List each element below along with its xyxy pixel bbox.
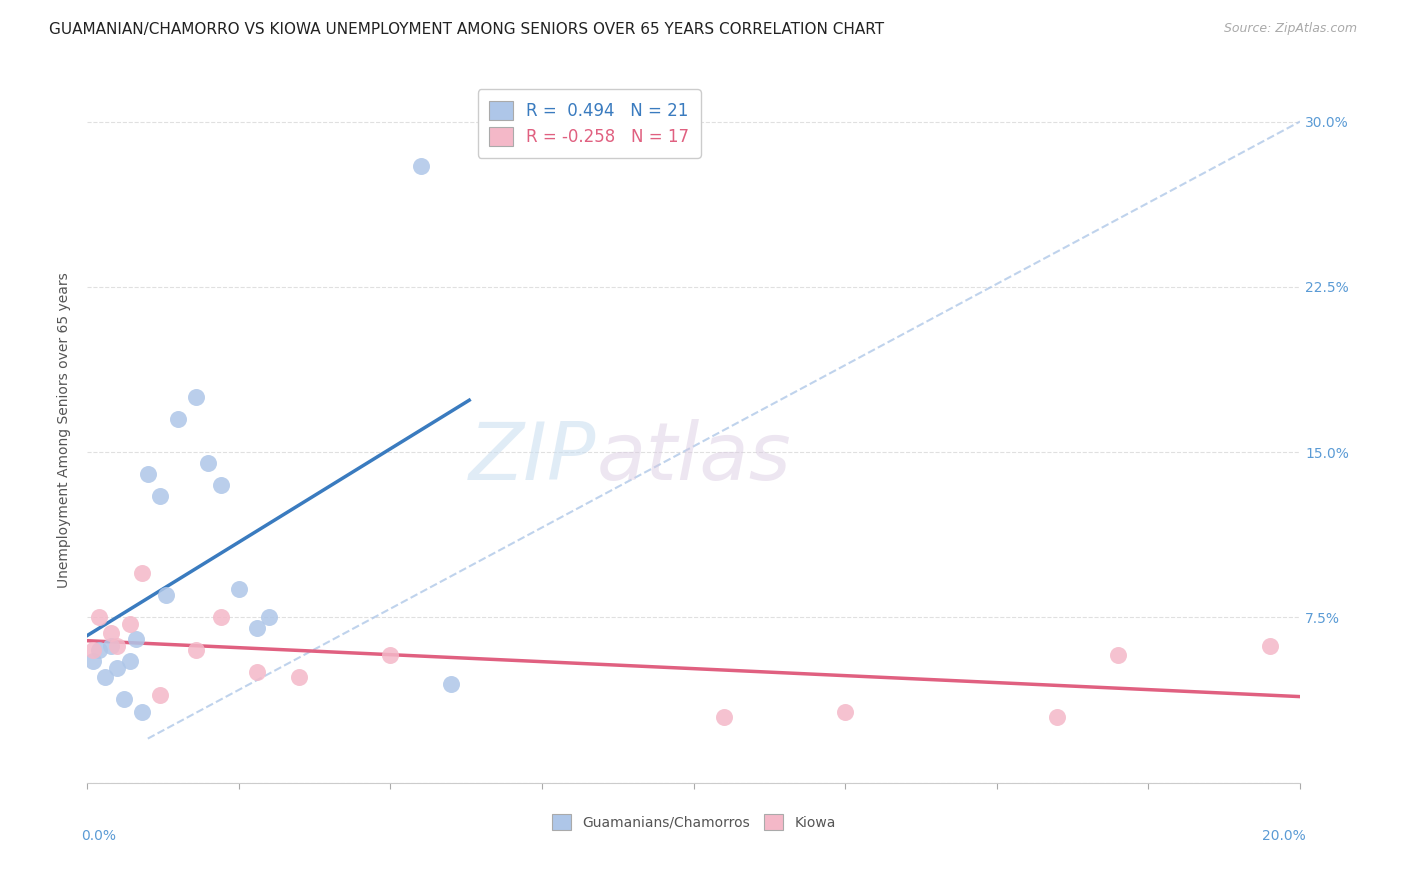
Point <box>167 412 190 426</box>
Point <box>1046 709 1069 723</box>
Point <box>1107 648 1129 662</box>
Point <box>100 639 122 653</box>
Text: 20.0%: 20.0% <box>1263 829 1306 843</box>
Point <box>136 467 159 482</box>
Point <box>82 643 104 657</box>
Point <box>107 661 129 675</box>
Point <box>834 705 856 719</box>
Point <box>131 705 153 719</box>
Text: atlas: atlas <box>596 419 792 497</box>
Point <box>257 610 280 624</box>
Point <box>118 617 141 632</box>
Legend: Guamanians/Chamorros, Kiowa: Guamanians/Chamorros, Kiowa <box>546 808 841 836</box>
Text: Source: ZipAtlas.com: Source: ZipAtlas.com <box>1223 22 1357 36</box>
Point <box>149 489 172 503</box>
Point <box>118 655 141 669</box>
Point <box>82 655 104 669</box>
Point <box>713 709 735 723</box>
Point <box>100 625 122 640</box>
Point <box>89 643 111 657</box>
Point <box>246 621 269 635</box>
Point <box>155 588 177 602</box>
Point <box>440 676 463 690</box>
Point <box>149 688 172 702</box>
Point <box>131 566 153 581</box>
Point <box>112 692 135 706</box>
Point <box>246 665 269 680</box>
Point <box>209 478 232 492</box>
Y-axis label: Unemployment Among Seniors over 65 years: Unemployment Among Seniors over 65 years <box>58 272 72 588</box>
Point <box>1258 639 1281 653</box>
Point <box>197 456 219 470</box>
Point <box>409 159 432 173</box>
Text: 0.0%: 0.0% <box>82 829 117 843</box>
Point <box>94 670 117 684</box>
Text: GUAMANIAN/CHAMORRO VS KIOWA UNEMPLOYMENT AMONG SENIORS OVER 65 YEARS CORRELATION: GUAMANIAN/CHAMORRO VS KIOWA UNEMPLOYMENT… <box>49 22 884 37</box>
Point <box>228 582 250 596</box>
Text: ZIP: ZIP <box>470 419 596 497</box>
Point <box>107 639 129 653</box>
Point <box>209 610 232 624</box>
Point <box>380 648 402 662</box>
Point <box>186 643 208 657</box>
Point <box>186 390 208 404</box>
Point <box>288 670 311 684</box>
Point <box>124 632 146 647</box>
Point <box>89 610 111 624</box>
